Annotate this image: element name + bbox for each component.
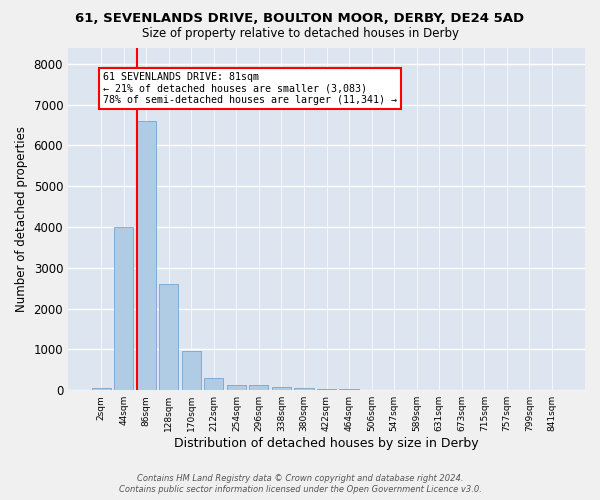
Text: 61 SEVENLANDS DRIVE: 81sqm
← 21% of detached houses are smaller (3,083)
78% of s: 61 SEVENLANDS DRIVE: 81sqm ← 21% of deta… xyxy=(103,72,397,105)
Bar xyxy=(250,386,268,390)
Text: Contains HM Land Registry data © Crown copyright and database right 2024.
Contai: Contains HM Land Registry data © Crown c… xyxy=(119,474,481,494)
Bar xyxy=(227,386,246,390)
Bar xyxy=(182,352,201,390)
Bar xyxy=(204,378,223,390)
Text: Size of property relative to detached houses in Derby: Size of property relative to detached ho… xyxy=(142,28,458,40)
Bar xyxy=(159,284,178,390)
Y-axis label: Number of detached properties: Number of detached properties xyxy=(15,126,28,312)
Bar xyxy=(137,121,156,390)
Bar xyxy=(272,387,291,390)
Text: 61, SEVENLANDS DRIVE, BOULTON MOOR, DERBY, DE24 5AD: 61, SEVENLANDS DRIVE, BOULTON MOOR, DERB… xyxy=(76,12,524,26)
Bar xyxy=(317,389,336,390)
Bar xyxy=(295,388,314,390)
Bar xyxy=(92,388,110,390)
Bar xyxy=(114,227,133,390)
X-axis label: Distribution of detached houses by size in Derby: Distribution of detached houses by size … xyxy=(174,437,479,450)
